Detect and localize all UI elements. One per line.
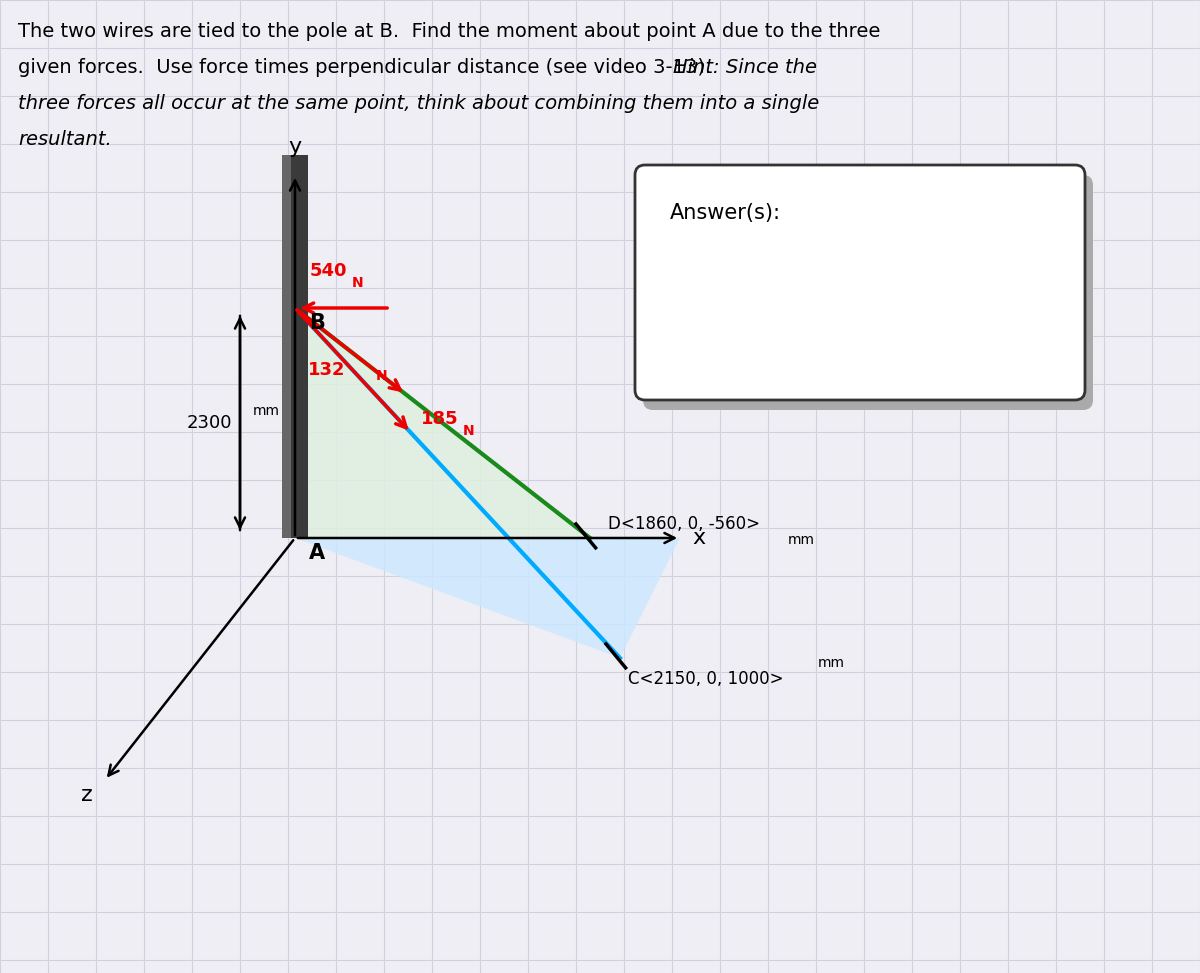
Text: mm: mm bbox=[788, 533, 815, 547]
Text: C<2150, 0, 1000>: C<2150, 0, 1000> bbox=[628, 670, 784, 688]
Text: 132: 132 bbox=[307, 361, 346, 379]
FancyBboxPatch shape bbox=[643, 175, 1093, 410]
Text: three forces all occur at the same point, think about combining them into a sing: three forces all occur at the same point… bbox=[18, 94, 820, 113]
Text: Hint: Since the: Hint: Since the bbox=[673, 58, 817, 77]
Text: N: N bbox=[463, 423, 474, 438]
Text: D<1860, 0, -560>: D<1860, 0, -560> bbox=[608, 515, 760, 533]
Text: 540: 540 bbox=[310, 262, 348, 280]
Text: y: y bbox=[288, 137, 301, 157]
Text: 2300: 2300 bbox=[186, 414, 232, 432]
Text: resultant.: resultant. bbox=[18, 130, 112, 149]
Text: Answer(s):: Answer(s): bbox=[670, 203, 781, 223]
Bar bbox=[282, 155, 292, 538]
Text: N: N bbox=[376, 369, 388, 383]
Text: mm: mm bbox=[818, 656, 845, 670]
Text: A: A bbox=[310, 543, 325, 563]
Text: N: N bbox=[352, 276, 364, 290]
Polygon shape bbox=[295, 308, 590, 538]
FancyBboxPatch shape bbox=[635, 165, 1085, 400]
Text: z: z bbox=[82, 785, 94, 805]
Text: The two wires are tied to the pole at B.  Find the moment about point A due to t: The two wires are tied to the pole at B.… bbox=[18, 22, 881, 41]
Text: mm: mm bbox=[253, 404, 280, 418]
Text: B: B bbox=[310, 313, 325, 333]
Polygon shape bbox=[295, 538, 680, 658]
Text: x: x bbox=[692, 528, 706, 548]
Bar bbox=[282, 155, 308, 538]
Text: given forces.  Use force times perpendicular distance (see video 3-13).: given forces. Use force times perpendicu… bbox=[18, 58, 724, 77]
Text: 185: 185 bbox=[421, 410, 458, 427]
